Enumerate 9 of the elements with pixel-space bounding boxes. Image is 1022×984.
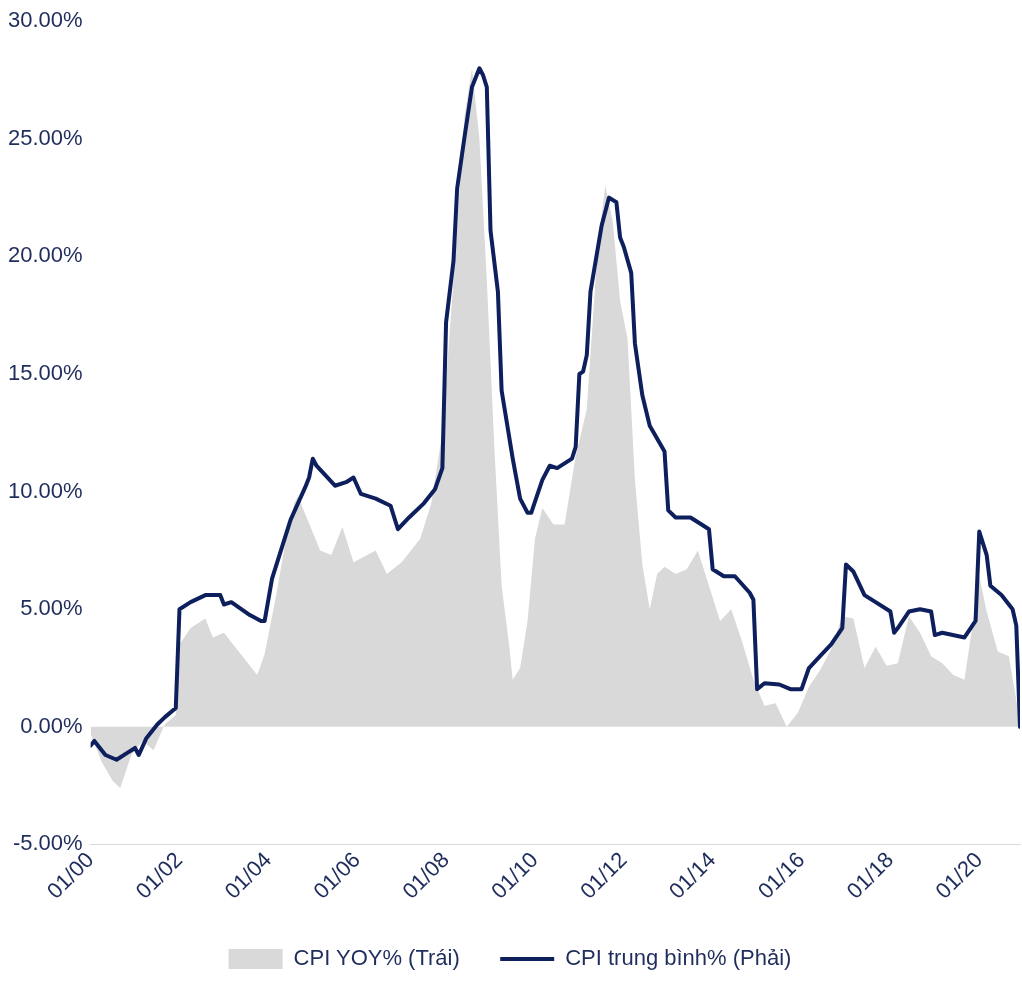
y-tick-label: 30.00% (7, 7, 83, 33)
y-tick-label: 0.00% (20, 712, 83, 738)
y-tick-label: 5.00% (20, 595, 83, 621)
y-tick-label: 10.00% (7, 477, 83, 503)
legend-label: CPI trung bình% (Phải) (565, 945, 792, 971)
y-tick-label: 25.00% (7, 124, 83, 150)
y-tick-label: 20.00% (7, 242, 83, 268)
y-tick-label: 15.00% (7, 360, 83, 386)
legend-label: CPI YOY% (Trái) (293, 945, 460, 971)
